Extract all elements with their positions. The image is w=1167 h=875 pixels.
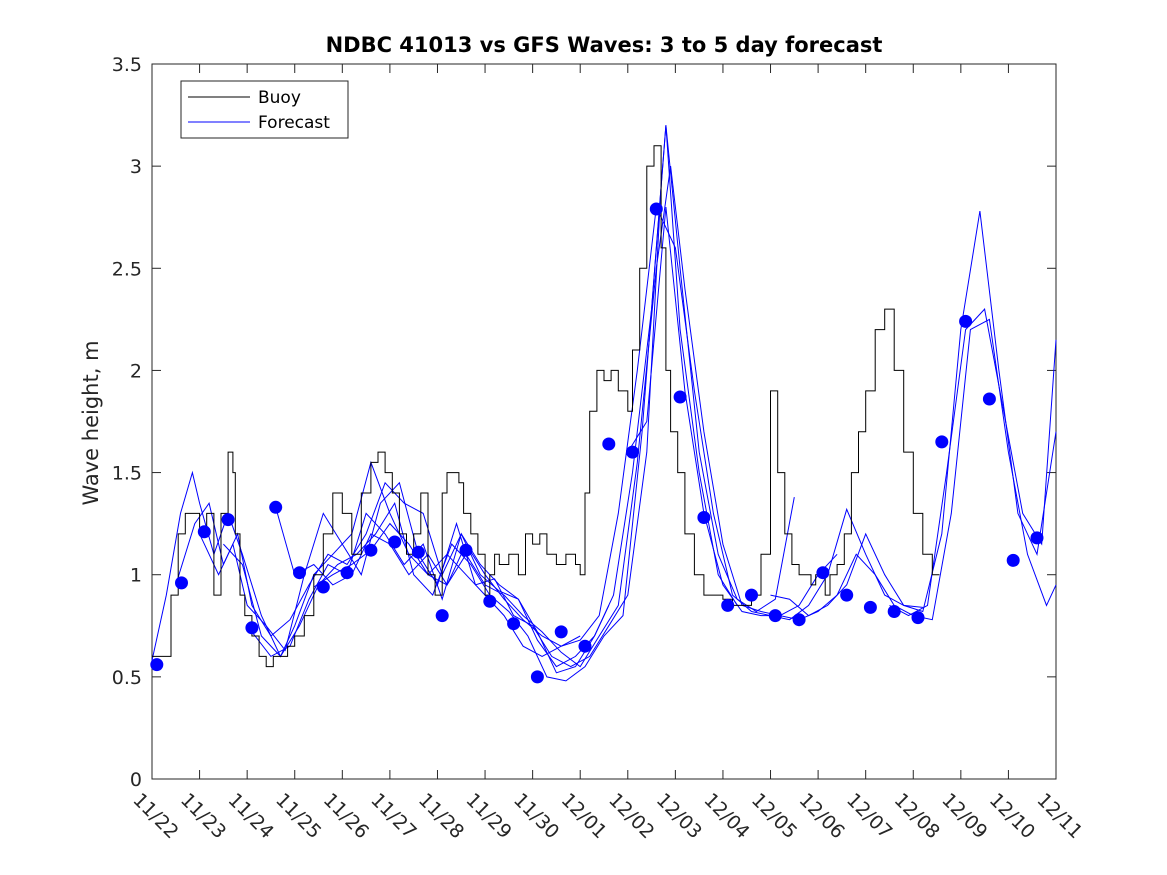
buoy-line bbox=[152, 145, 940, 668]
forecast-line bbox=[889, 308, 1057, 617]
forecast-point bbox=[745, 588, 758, 602]
y-tick-label: 3 bbox=[130, 156, 142, 178]
y-tick-label: 3.5 bbox=[112, 54, 142, 76]
x-tick-label: 11/30 bbox=[509, 789, 563, 843]
legend-label-buoy: Buoy bbox=[258, 88, 301, 108]
forecast-point bbox=[435, 609, 449, 623]
legend: Buoy Forecast bbox=[180, 80, 349, 139]
forecast-line bbox=[770, 211, 1057, 617]
forecast-point bbox=[959, 314, 973, 328]
y-tick-label: 1.5 bbox=[112, 463, 142, 485]
forecast-point bbox=[721, 598, 735, 612]
forecast-point bbox=[507, 617, 521, 631]
forecast-point bbox=[982, 392, 996, 406]
x-tick-label: 11/27 bbox=[366, 789, 420, 843]
plot-area bbox=[151, 63, 1057, 780]
y-tick-label: 2.5 bbox=[112, 258, 142, 280]
forecast-point bbox=[459, 543, 473, 557]
x-tick-label: 11/24 bbox=[224, 789, 278, 843]
forecast-point bbox=[887, 605, 901, 618]
x-tick-label: 12/07 bbox=[842, 789, 896, 843]
y-tick-label: 0 bbox=[130, 769, 142, 791]
x-tick-label: 12/09 bbox=[937, 789, 991, 843]
x-tick-label: 12/04 bbox=[699, 789, 753, 843]
forecast-point bbox=[1006, 553, 1020, 567]
axes-box bbox=[151, 63, 1057, 780]
forecast-point bbox=[578, 639, 592, 653]
x-tick-label: 12/02 bbox=[604, 789, 658, 843]
chart-title: NDBC 41013 vs GFS Waves: 3 to 5 day fore… bbox=[326, 33, 883, 57]
forecast-point bbox=[245, 621, 259, 635]
x-tick-label: 12/10 bbox=[985, 789, 1039, 843]
forecast-point bbox=[269, 500, 283, 514]
x-tick-label: 12/11 bbox=[1032, 789, 1086, 843]
x-tick-label: 12/01 bbox=[557, 789, 611, 843]
x-tick-label: 12/06 bbox=[795, 789, 849, 843]
x-tick-label: 12/08 bbox=[890, 789, 944, 843]
forecast-point bbox=[602, 437, 616, 451]
forecast-point bbox=[768, 609, 782, 623]
forecast-markers bbox=[150, 202, 1044, 684]
forecast-point bbox=[626, 445, 639, 459]
legend-box bbox=[180, 80, 349, 139]
forecast-point bbox=[935, 435, 949, 449]
forecast-point bbox=[364, 543, 378, 557]
x-tick-label: 11/22 bbox=[128, 789, 182, 843]
forecast-point bbox=[792, 613, 806, 627]
y-tick-label: 1 bbox=[130, 565, 142, 587]
forecast-point bbox=[293, 566, 306, 580]
forecast-point bbox=[673, 390, 687, 404]
legend-label-forecast: Forecast bbox=[258, 113, 330, 133]
forecast-point bbox=[175, 576, 188, 590]
forecast-point bbox=[483, 594, 497, 608]
x-tick-label: 11/29 bbox=[462, 789, 516, 843]
forecast-point bbox=[530, 670, 544, 684]
forecast-point bbox=[150, 658, 164, 672]
x-tick-label: 12/03 bbox=[652, 789, 706, 843]
forecast-point bbox=[911, 611, 925, 625]
forecast-point bbox=[340, 566, 354, 580]
x-tick-label: 11/26 bbox=[319, 789, 373, 843]
forecast-point bbox=[840, 588, 854, 602]
x-tick-label: 11/25 bbox=[271, 789, 325, 843]
forecast-point bbox=[316, 580, 330, 594]
forecast-point bbox=[649, 202, 663, 216]
forecast-point bbox=[554, 625, 568, 639]
forecast-point bbox=[388, 535, 402, 549]
x-tick-label: 12/05 bbox=[747, 789, 801, 843]
forecast-point bbox=[197, 525, 211, 539]
forecast-line bbox=[627, 206, 1057, 621]
forecast-point bbox=[816, 566, 830, 580]
forecast-point bbox=[411, 545, 425, 559]
x-tick-label: 11/23 bbox=[176, 789, 230, 843]
y-tick-label: 2 bbox=[130, 360, 142, 382]
y-tick-label: 0.5 bbox=[112, 667, 142, 689]
forecast-point bbox=[1030, 531, 1044, 545]
forecast-point bbox=[697, 511, 711, 524]
forecast-point bbox=[863, 600, 877, 614]
y-axis-label: Wave height, m bbox=[79, 340, 103, 505]
forecast-point bbox=[221, 513, 235, 527]
y-axis: 0 0.5 1 1.5 2 2.5 3 3.5 bbox=[112, 54, 1056, 791]
x-tick-label: 11/28 bbox=[414, 789, 468, 843]
